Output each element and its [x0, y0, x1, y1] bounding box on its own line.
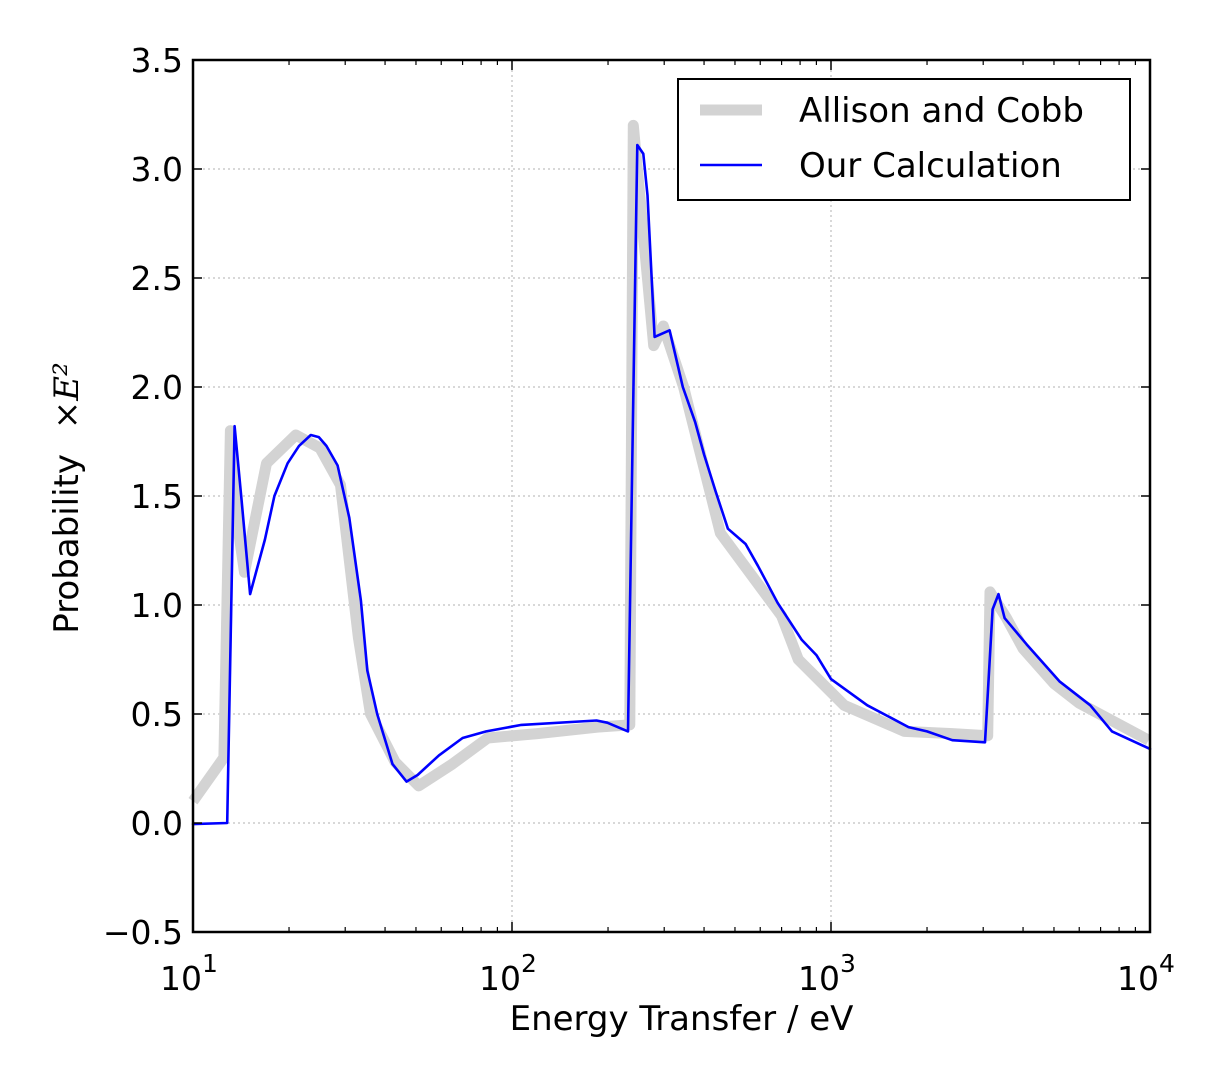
y-axis-label: Probability ×E²	[47, 362, 87, 633]
x-tick-label: 102	[479, 949, 537, 998]
y-tick-label: 0.0	[131, 804, 183, 843]
y-tick-label: 3.0	[131, 150, 183, 189]
x-tick-label-base: 10	[798, 959, 840, 998]
x-tick-label-exponent: 3	[840, 949, 856, 978]
y-tick-label: 0.5	[131, 695, 183, 734]
x-axis-label: Energy Transfer / eV	[510, 999, 854, 1039]
y-tick-label: 2.5	[131, 259, 183, 298]
x-tick-label-base: 10	[1117, 959, 1159, 998]
legend: Allison and Cobb Our Calculation	[677, 78, 1131, 201]
x-tick-label-exponent: 4	[1159, 949, 1175, 978]
y-tick-label: 1.0	[131, 586, 183, 625]
legend-label-allison-and-cobb: Allison and Cobb	[799, 91, 1084, 131]
x-tick-label-exponent: 2	[521, 949, 537, 978]
grid-lines	[193, 60, 1150, 932]
y-tick-label: −0.5	[103, 913, 183, 952]
x-tick-label: 101	[160, 949, 218, 998]
series-lines	[188, 119, 1152, 826]
y-tick-label: 2.0	[131, 368, 183, 407]
x-tick-label: 104	[1117, 949, 1175, 998]
series-line-our-calculation	[191, 143, 1152, 826]
x-tick-label-exponent: 1	[202, 949, 218, 978]
x-tick-label-base: 10	[479, 959, 521, 998]
legend-label-our-calculation: Our Calculation	[799, 146, 1062, 186]
x-tick-label-base: 10	[160, 959, 202, 998]
x-tick-label: 103	[798, 949, 856, 998]
legend-box	[677, 78, 1131, 201]
y-axis-label-text: Probability	[47, 454, 87, 634]
y-tick-label: 1.5	[131, 477, 183, 516]
y-tick-label: 3.5	[131, 41, 183, 80]
y-axis-label-math: ×E²	[47, 362, 87, 429]
